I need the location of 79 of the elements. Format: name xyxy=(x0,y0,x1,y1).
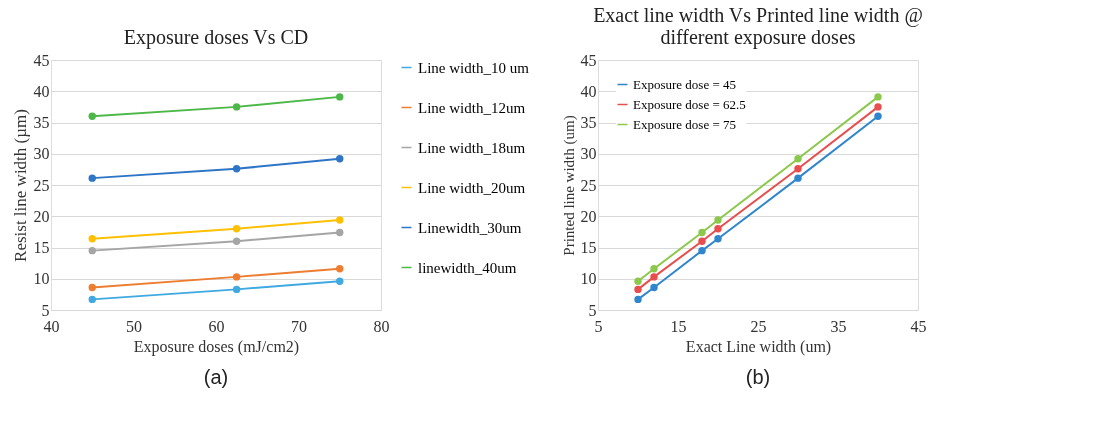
legend-label: Linewidth_30um xyxy=(418,219,522,236)
point xyxy=(634,295,642,304)
y-axis-title: Resist line width (µm) xyxy=(10,109,30,262)
y-tick-label: 5 xyxy=(588,301,597,319)
y-tick-label: 45 xyxy=(33,51,50,69)
y-tick-label: 40 xyxy=(33,82,50,100)
point xyxy=(232,103,241,111)
x-tick-label: 25 xyxy=(750,317,767,335)
x-tick-label: 45 xyxy=(910,317,927,335)
point xyxy=(336,93,344,101)
x-tick-label: 70 xyxy=(291,317,307,335)
y-tick-label: 10 xyxy=(580,270,597,288)
x-tick-label: 35 xyxy=(830,317,847,335)
point xyxy=(698,228,706,237)
point xyxy=(88,174,96,182)
point xyxy=(698,237,706,245)
chart-title: Exact line width Vs Printed line width @ different exposure doses xyxy=(593,4,923,49)
legend-label: Line width_10 um xyxy=(418,59,530,76)
point xyxy=(232,165,241,173)
y-tick-label: 20 xyxy=(580,207,597,225)
chart-title: Exposure doses Vs CD xyxy=(123,26,309,49)
point xyxy=(232,237,241,245)
x-axis-title: Exact Line width (um) xyxy=(685,337,832,356)
y-tick-label: 25 xyxy=(33,176,50,194)
point xyxy=(336,155,344,163)
point xyxy=(634,285,642,294)
y-tick-label: 35 xyxy=(580,114,597,131)
x-tick-label: 60 xyxy=(208,317,225,335)
x-axis-title: Exposure doses (mJ/cm2) xyxy=(133,337,300,356)
legend-label: Line width_12um xyxy=(418,99,526,116)
point xyxy=(874,103,882,111)
point xyxy=(650,283,658,292)
point xyxy=(714,225,722,233)
point xyxy=(874,93,882,101)
point xyxy=(336,277,344,285)
point xyxy=(232,285,241,294)
text: (b) xyxy=(745,366,771,388)
y-tick-label: 15 xyxy=(580,239,597,256)
legend-label: Exposure dose = 75 xyxy=(633,116,737,132)
y-tick-label: 15 xyxy=(33,239,50,256)
text: (a) xyxy=(203,366,229,388)
y-tick-label: 25 xyxy=(580,176,597,194)
point xyxy=(874,112,882,120)
point xyxy=(88,112,96,120)
point xyxy=(794,174,802,182)
x-tick-label: 50 xyxy=(126,317,142,335)
y-tick-label: 30 xyxy=(580,145,597,163)
y-tick-label: 40 xyxy=(580,82,597,100)
y-tick-label: 35 xyxy=(33,114,50,131)
point xyxy=(232,225,241,233)
point xyxy=(698,246,706,255)
y-tick-label: 30 xyxy=(33,145,50,163)
point xyxy=(88,283,96,292)
legend-label: Exposure dose = 45 xyxy=(633,76,737,92)
point xyxy=(794,165,802,173)
point xyxy=(650,273,658,281)
y-tick-label: 5 xyxy=(41,301,50,319)
point xyxy=(88,295,96,304)
point xyxy=(634,277,642,285)
x-tick-label: 80 xyxy=(373,317,390,335)
y-axis-title: Printed line width (um) xyxy=(560,115,578,256)
y-tick-label: 20 xyxy=(33,207,50,225)
point xyxy=(650,265,658,273)
point xyxy=(336,265,344,273)
x-tick-label: 15 xyxy=(670,317,687,335)
point xyxy=(88,235,96,243)
point xyxy=(88,246,96,255)
legend-label: linewidth_40um xyxy=(418,259,517,276)
point xyxy=(714,235,722,243)
legend-label: Line width_20um xyxy=(418,179,526,196)
y-tick-label: 10 xyxy=(33,270,50,288)
point xyxy=(714,216,722,224)
legend-label: Line width_18um xyxy=(418,139,526,156)
legend-label: Exposure dose = 62.5 xyxy=(633,96,746,112)
point xyxy=(336,228,344,237)
point xyxy=(336,216,344,224)
y-tick-label: 45 xyxy=(580,51,597,69)
point xyxy=(232,273,241,281)
point xyxy=(794,155,802,163)
